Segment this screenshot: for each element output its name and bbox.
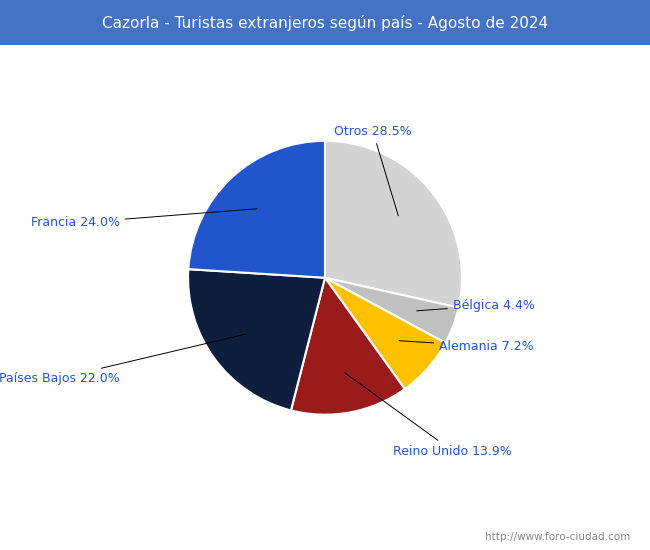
- Text: Países Bajos 22.0%: Países Bajos 22.0%: [0, 334, 246, 384]
- Wedge shape: [325, 278, 459, 343]
- Wedge shape: [325, 141, 462, 307]
- Text: Francia 24.0%: Francia 24.0%: [31, 209, 257, 229]
- Wedge shape: [291, 278, 405, 415]
- Text: http://www.foro-ciudad.com: http://www.foro-ciudad.com: [486, 532, 630, 542]
- Text: Otros 28.5%: Otros 28.5%: [334, 125, 411, 216]
- Text: Cazorla - Turistas extranjeros según país - Agosto de 2024: Cazorla - Turistas extranjeros según paí…: [102, 14, 548, 31]
- Wedge shape: [188, 269, 325, 410]
- Text: Bélgica 4.4%: Bélgica 4.4%: [417, 299, 535, 312]
- Text: Alemania 7.2%: Alemania 7.2%: [399, 340, 534, 353]
- Wedge shape: [325, 278, 445, 389]
- Wedge shape: [188, 141, 325, 278]
- Text: Reino Unido 13.9%: Reino Unido 13.9%: [344, 373, 512, 458]
